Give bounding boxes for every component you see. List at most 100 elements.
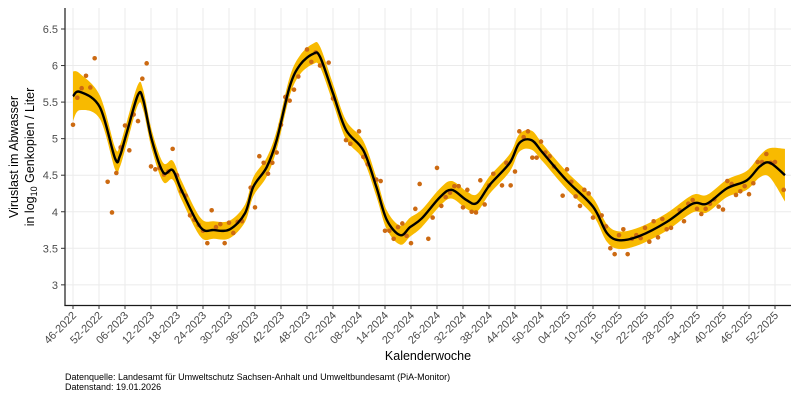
data-point bbox=[75, 95, 80, 101]
data-point bbox=[304, 47, 310, 52]
data-point bbox=[456, 183, 461, 189]
data-point bbox=[218, 221, 223, 227]
data-point bbox=[261, 160, 266, 166]
data-point bbox=[265, 171, 271, 177]
smooth-trend-line bbox=[72, 51, 786, 242]
data-point bbox=[608, 246, 613, 251]
data-point bbox=[356, 129, 362, 134]
data-point bbox=[291, 87, 297, 92]
data-point bbox=[148, 164, 154, 169]
data-point bbox=[582, 187, 587, 193]
y-tick-label: 6.5 bbox=[43, 24, 58, 36]
data-point bbox=[525, 129, 531, 134]
data-point bbox=[447, 190, 453, 196]
data-point bbox=[326, 60, 331, 65]
data-point bbox=[231, 230, 236, 236]
y-tick-label: 3 bbox=[52, 280, 58, 292]
x-axis-title: Kalenderwoche bbox=[385, 349, 471, 363]
data-point bbox=[746, 191, 752, 197]
data-point bbox=[499, 183, 505, 188]
x-ticks: 46-202252-202206-202312-202318-202324-20… bbox=[42, 305, 781, 347]
data-point bbox=[88, 85, 93, 90]
data-point bbox=[647, 239, 652, 245]
data-point bbox=[460, 205, 466, 210]
data-point bbox=[690, 197, 695, 203]
data-point bbox=[733, 192, 739, 198]
data-point bbox=[560, 193, 565, 198]
data-point bbox=[742, 183, 747, 189]
data-point bbox=[469, 209, 474, 215]
data-point bbox=[343, 137, 349, 143]
data-point bbox=[317, 63, 323, 68]
data-point bbox=[599, 213, 604, 218]
data-point bbox=[378, 178, 383, 184]
data-point bbox=[577, 203, 583, 209]
data-point bbox=[417, 181, 422, 187]
data-point bbox=[530, 155, 535, 160]
data-point bbox=[127, 148, 132, 153]
data-point bbox=[452, 183, 457, 189]
data-point bbox=[400, 221, 405, 226]
data-point bbox=[764, 151, 769, 157]
data-point bbox=[512, 169, 518, 174]
data-point bbox=[681, 218, 687, 224]
data-point bbox=[586, 191, 591, 196]
data-point bbox=[257, 153, 262, 159]
data-point bbox=[517, 129, 522, 134]
data-point bbox=[716, 204, 721, 209]
data-point bbox=[616, 232, 622, 238]
data-point bbox=[122, 123, 128, 128]
data-point bbox=[209, 207, 214, 213]
y-tick-label: 6 bbox=[52, 61, 58, 73]
data-point bbox=[348, 141, 353, 147]
data-point bbox=[482, 202, 487, 207]
data-point bbox=[538, 139, 544, 144]
data-point bbox=[725, 178, 730, 184]
data-point bbox=[738, 188, 743, 194]
data-point bbox=[664, 226, 669, 232]
data-point bbox=[699, 211, 704, 217]
data-point bbox=[642, 225, 648, 231]
data-point bbox=[651, 218, 656, 224]
data-source-caption: Datenquelle: Landesamt für Umweltschutz … bbox=[65, 372, 451, 382]
data-point bbox=[226, 220, 232, 226]
data-point bbox=[564, 167, 570, 172]
data-point bbox=[720, 207, 726, 212]
y-axis-title-prefix: in log bbox=[23, 196, 37, 226]
data-point bbox=[625, 251, 630, 257]
data-point bbox=[573, 194, 578, 199]
data-point bbox=[755, 159, 760, 165]
y-tick-label: 3.5 bbox=[43, 243, 58, 255]
gridlines bbox=[65, 8, 791, 305]
y-axis-title-subscript: 10 bbox=[29, 186, 39, 196]
data-point bbox=[703, 206, 708, 212]
data-point bbox=[426, 236, 431, 242]
data-point bbox=[430, 215, 435, 220]
data-point bbox=[170, 146, 175, 152]
data-point bbox=[140, 76, 145, 82]
data-point bbox=[222, 240, 227, 246]
data-point bbox=[382, 228, 388, 234]
data-point bbox=[83, 73, 89, 79]
data-point bbox=[547, 153, 552, 159]
y-axis-title-line2: in log10 Genkopien / Liter bbox=[23, 88, 39, 227]
data-point bbox=[534, 155, 539, 160]
data-point bbox=[508, 183, 513, 188]
y-tick-label: 5.5 bbox=[43, 97, 58, 109]
data-point bbox=[361, 154, 366, 160]
data-point bbox=[309, 59, 314, 65]
data-point bbox=[205, 240, 210, 246]
data-point bbox=[287, 98, 292, 103]
data-point bbox=[114, 170, 119, 176]
data-point bbox=[213, 224, 219, 230]
y-tick-label: 4.5 bbox=[43, 170, 58, 182]
data-point bbox=[387, 228, 392, 234]
data-point bbox=[270, 160, 275, 166]
data-point bbox=[395, 224, 401, 230]
y-axis-title: Viruslast im Abwasser in log10 Genkopien… bbox=[7, 88, 39, 227]
data-point bbox=[79, 85, 84, 91]
data-point bbox=[187, 213, 193, 218]
data-point bbox=[590, 215, 596, 220]
data-point bbox=[621, 226, 626, 232]
